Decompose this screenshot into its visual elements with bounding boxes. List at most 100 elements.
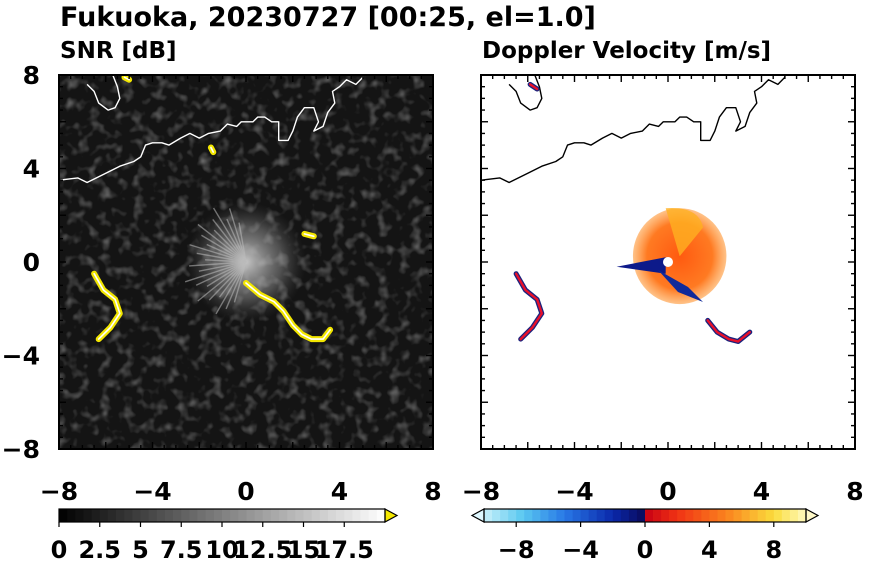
- colorbar-tick-label: −4: [562, 536, 599, 564]
- x-tick-label: −8: [40, 477, 78, 506]
- x-tick-label: −8: [462, 477, 500, 506]
- colorbar-segment: [319, 509, 329, 522]
- snr-radial-streak: [225, 261, 247, 310]
- colorbar-segment: [148, 509, 158, 522]
- doppler-echo-region-outer: [665, 207, 704, 257]
- snr-radial-streak: [195, 261, 247, 286]
- colorbar-segment: [376, 509, 386, 522]
- snr-radial-streak: [198, 261, 247, 272]
- colorbar-segment: [173, 509, 182, 522]
- x-tick-label: 0: [237, 477, 254, 506]
- doppler-coastline: [481, 75, 786, 184]
- colorbar-segment: [246, 509, 255, 522]
- y-tick-label: 4: [23, 155, 40, 184]
- colorbar-segment: [270, 509, 280, 522]
- colorbar-segment: [492, 509, 501, 522]
- colorbar-segment: [661, 509, 670, 522]
- colorbar-segment: [612, 509, 622, 522]
- colorbar-segment: [765, 509, 775, 522]
- colorbar-segment: [596, 509, 606, 522]
- snr-clutter-echo-core: [123, 76, 130, 81]
- doppler-island-outline: [508, 75, 543, 111]
- snr-radial-streak: [189, 261, 247, 267]
- y-tick-label: 8: [23, 61, 40, 90]
- snr-radial-streak: [196, 252, 247, 263]
- colorbar-segment: [132, 509, 141, 522]
- x-tick-label: 4: [331, 477, 348, 506]
- colorbar-segment: [620, 509, 630, 522]
- colorbar-segment: [548, 509, 557, 522]
- colorbar-segment: [669, 509, 678, 522]
- colorbar-segment: [749, 509, 759, 522]
- doppler-colorbar: −8 −4 0 4 8: [470, 507, 820, 564]
- colorbar-tick-label: 15: [287, 536, 320, 564]
- doppler-panel-title: Doppler Velocity [m/s]: [482, 38, 771, 64]
- doppler-blue-patch: [658, 270, 703, 302]
- x-tick-label: 0: [659, 477, 676, 506]
- colorbar-segment: [189, 509, 198, 522]
- colorbar-segment: [653, 509, 662, 522]
- colorbar-segment: [532, 509, 541, 522]
- colorbar-segment: [222, 509, 231, 522]
- colorbar-segment: [781, 509, 791, 522]
- colorbar-segment: [295, 509, 304, 522]
- colorbar-segment: [773, 509, 783, 522]
- colorbar-segment: [164, 509, 174, 522]
- snr-radial-streak: [197, 261, 247, 302]
- colorbar-tick-label: 7.5: [160, 536, 203, 564]
- snr-radial-streak: [226, 218, 247, 263]
- colorbar-segment: [628, 509, 638, 522]
- doppler-clutter-echo-core: [528, 83, 539, 91]
- colorbar-segment: [262, 509, 272, 522]
- snr-clutter-echo-core: [210, 146, 215, 153]
- colorbar-segment: [789, 509, 799, 522]
- colorbar-segment: [733, 509, 742, 522]
- colorbar-extend-min: [470, 507, 485, 524]
- snr-panel-title: SNR [dB]: [60, 38, 177, 64]
- colorbar-tick-label: 4: [701, 536, 718, 564]
- colorbar-segment: [116, 509, 125, 522]
- snr-radial-streak: [189, 244, 247, 263]
- snr-radial-streak: [197, 223, 247, 263]
- colorbar-segment: [685, 509, 694, 522]
- colorbar-segment: [205, 509, 215, 522]
- colorbar-tick-label: 0: [51, 536, 68, 564]
- colorbar-segment: [636, 509, 646, 522]
- colorbar-segment: [797, 509, 807, 522]
- colorbar-segment: [197, 509, 207, 522]
- snr-radial-streak: [213, 229, 247, 263]
- colorbar-segment: [360, 509, 370, 522]
- snr-coastline: [59, 75, 364, 184]
- colorbar-segment: [213, 509, 223, 522]
- snr-radial-streak: [215, 261, 247, 315]
- colorbar-segment: [59, 509, 68, 522]
- snr-radial-streak: [184, 261, 247, 283]
- colorbar-segment: [741, 509, 751, 522]
- colorbar-segment: [717, 509, 726, 522]
- snr-clutter-echo-core: [303, 233, 315, 238]
- colorbar-segment: [344, 509, 353, 522]
- colorbar-segment: [287, 509, 296, 522]
- doppler-plot-area: [480, 74, 856, 450]
- snr-radial-streak: [233, 261, 247, 303]
- snr-clutter-echo-core: [245, 282, 331, 340]
- colorbar-segment: [693, 509, 702, 522]
- colorbar-extend-max: [384, 507, 399, 524]
- snr-plot-area: [58, 74, 434, 450]
- colorbar-tick-label: 5: [132, 536, 149, 564]
- colorbar-segment: [327, 509, 337, 522]
- colorbar-segment: [677, 509, 686, 522]
- x-tick-label: 4: [753, 477, 770, 506]
- colorbar-segment: [368, 509, 378, 522]
- snr-radial-streak: [212, 219, 247, 263]
- colorbar-segment: [701, 509, 710, 522]
- colorbar-segment: [540, 509, 549, 522]
- colorbar-segment: [91, 509, 101, 522]
- colorbar-segment: [757, 509, 767, 522]
- colorbar-segment: [709, 509, 718, 522]
- y-tick-label: 0: [23, 248, 40, 277]
- doppler-radar-site: [663, 257, 673, 267]
- snr-radial-streak: [208, 261, 247, 301]
